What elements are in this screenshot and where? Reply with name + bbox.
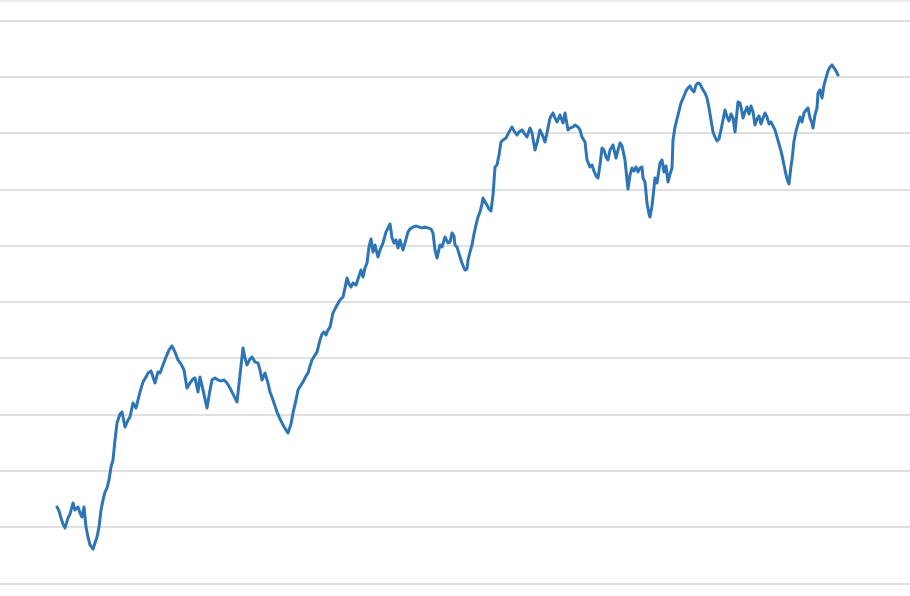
price-line-series [55, 63, 840, 551]
